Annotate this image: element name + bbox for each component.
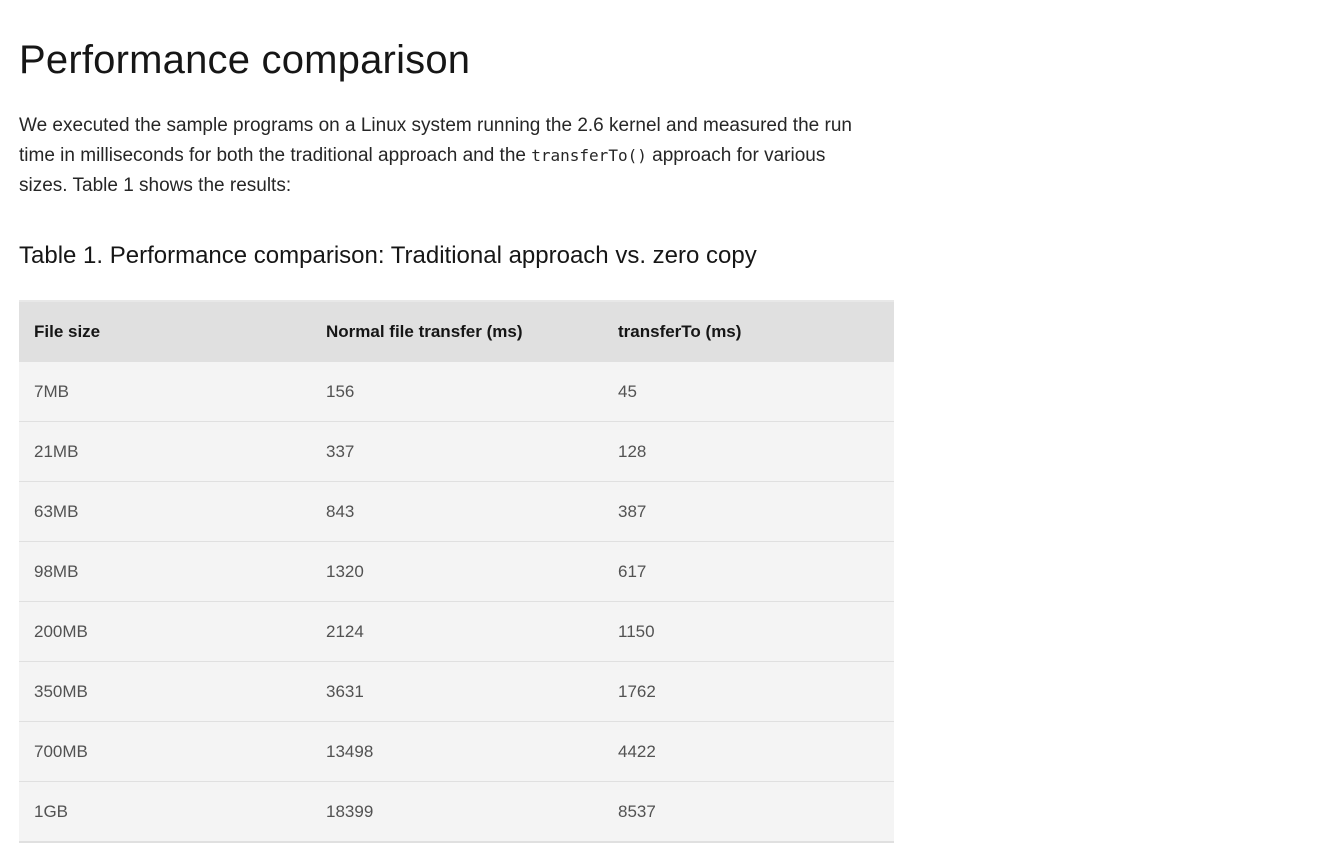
cell-file-size: 350MB bbox=[19, 661, 311, 722]
column-header-normal-transfer: Normal file transfer (ms) bbox=[311, 300, 603, 362]
cell-transferto: 4422 bbox=[603, 721, 894, 782]
table-row: 7MB 156 45 bbox=[19, 362, 894, 422]
cell-transferto: 617 bbox=[603, 541, 894, 602]
cell-transferto: 1150 bbox=[603, 601, 894, 662]
column-header-transferto: transferTo (ms) bbox=[603, 300, 894, 362]
cell-normal-transfer: 18399 bbox=[311, 781, 603, 843]
cell-normal-transfer: 2124 bbox=[311, 601, 603, 662]
cell-normal-transfer: 3631 bbox=[311, 661, 603, 722]
cell-file-size: 700MB bbox=[19, 721, 311, 782]
cell-transferto: 128 bbox=[603, 421, 894, 482]
table-row: 700MB 13498 4422 bbox=[19, 721, 894, 782]
cell-normal-transfer: 1320 bbox=[311, 541, 603, 602]
cell-normal-transfer: 156 bbox=[311, 362, 603, 422]
cell-normal-transfer: 337 bbox=[311, 421, 603, 482]
inline-code: transferTo() bbox=[531, 146, 647, 165]
section-heading: Performance comparison bbox=[19, 38, 471, 82]
header-row: File size Normal file transfer (ms) tran… bbox=[19, 300, 894, 362]
cell-file-size: 1GB bbox=[19, 781, 311, 843]
table-header: File size Normal file transfer (ms) tran… bbox=[19, 300, 894, 362]
table-row: 1GB 18399 8537 bbox=[19, 781, 894, 843]
cell-normal-transfer: 13498 bbox=[311, 721, 603, 782]
cell-transferto: 387 bbox=[603, 481, 894, 542]
table-row: 350MB 3631 1762 bbox=[19, 661, 894, 722]
column-header-file-size: File size bbox=[19, 300, 311, 362]
cell-file-size: 7MB bbox=[19, 362, 311, 422]
cell-transferto: 1762 bbox=[603, 661, 894, 722]
cell-file-size: 63MB bbox=[19, 481, 311, 542]
table-row: 63MB 843 387 bbox=[19, 481, 894, 542]
table-row: 200MB 2124 1150 bbox=[19, 601, 894, 662]
intro-text-start: We executed the sample programs on a Lin… bbox=[19, 115, 852, 166]
table-row: 98MB 1320 617 bbox=[19, 541, 894, 602]
table-caption: Table 1. Performance comparison: Traditi… bbox=[19, 242, 757, 269]
cell-transferto: 45 bbox=[603, 362, 894, 422]
cell-file-size: 98MB bbox=[19, 541, 311, 602]
cell-file-size: 21MB bbox=[19, 421, 311, 482]
cell-normal-transfer: 843 bbox=[311, 481, 603, 542]
table-body: 7MB 156 45 21MB 337 128 63MB 843 387 98M… bbox=[19, 362, 894, 843]
intro-text-end: approach for various sizes. Table 1 show… bbox=[19, 145, 826, 196]
intro-paragraph: We executed the sample programs on a Lin… bbox=[19, 111, 879, 201]
table-row: 21MB 337 128 bbox=[19, 421, 894, 482]
cell-file-size: 200MB bbox=[19, 601, 311, 662]
cell-transferto: 8537 bbox=[603, 781, 894, 843]
performance-table: File size Normal file transfer (ms) tran… bbox=[19, 300, 894, 843]
